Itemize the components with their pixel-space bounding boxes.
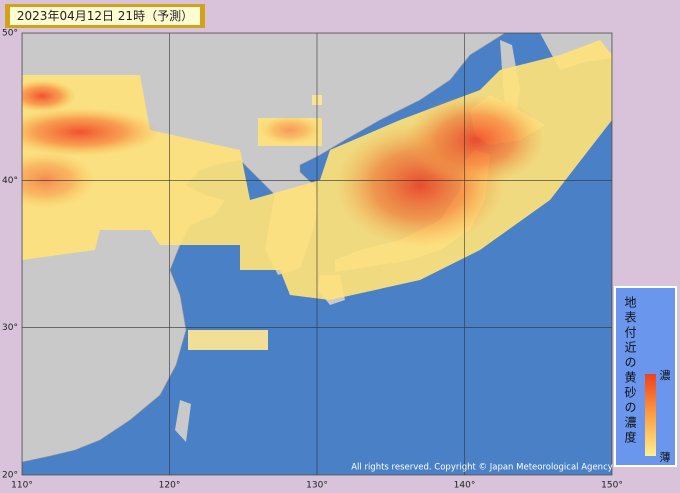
dust-core <box>260 116 320 144</box>
lat-label: 30° <box>2 323 18 333</box>
legend-title: 地表付近の黄砂の濃度 <box>623 296 637 446</box>
title: 2023年04月12日 21時（予測） <box>17 9 193 23</box>
lon-label: 130° <box>306 481 328 491</box>
graticule <box>22 33 612 475</box>
dust-core <box>22 80 76 112</box>
lon-label: 120° <box>159 481 181 491</box>
legend-scale <box>645 374 656 456</box>
dust-core <box>22 108 160 156</box>
dust-area <box>188 330 268 350</box>
map <box>22 33 612 475</box>
lon-label: 140° <box>454 481 476 491</box>
dust-core <box>405 95 545 185</box>
lat-label: 50° <box>2 29 18 39</box>
lon-label: 110° <box>11 481 33 491</box>
taiwan <box>175 400 191 442</box>
dust-core <box>22 152 95 208</box>
map-frame <box>21 32 613 476</box>
lat-label: 20° <box>2 471 18 481</box>
copyright: All rights reserved. Copyright © Japan M… <box>351 463 613 473</box>
title-box <box>10 7 200 25</box>
legend-low: 薄 <box>660 450 671 464</box>
lat-label: 40° <box>2 176 18 186</box>
lon-label: 150° <box>601 481 623 491</box>
legend-high: 濃 <box>660 368 671 382</box>
